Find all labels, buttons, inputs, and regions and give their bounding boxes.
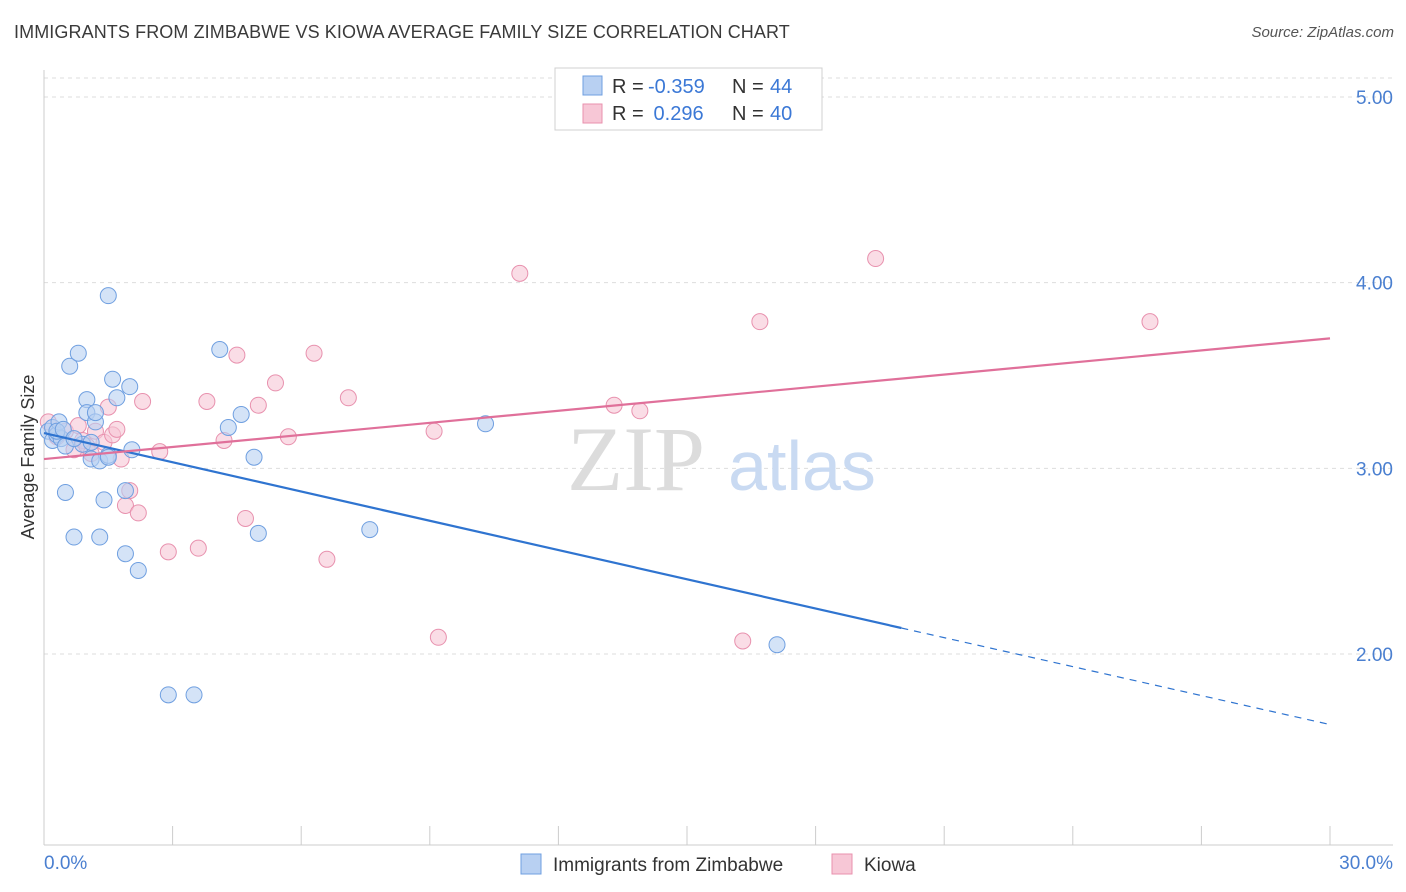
legend-r-label-2: R = — [612, 103, 644, 125]
data-point — [185, 686, 203, 704]
y-tick-label: 5.00 — [1356, 88, 1393, 109]
data-point — [189, 539, 207, 557]
data-point — [61, 357, 79, 375]
data-point — [305, 344, 323, 362]
data-point — [198, 392, 216, 410]
data-point — [631, 402, 649, 420]
y-axis-label: Average Family Size — [18, 375, 38, 540]
data-point — [219, 418, 237, 436]
data-point — [129, 561, 147, 579]
legend-n-label-1: N = — [732, 76, 764, 98]
bottom-legend-swatch-zimbabwe — [520, 853, 542, 875]
chart-source: Source: ZipAtlas.com — [1251, 24, 1394, 41]
data-point — [249, 396, 267, 414]
data-point — [429, 628, 447, 646]
trend-lines — [43, 337, 1331, 726]
data-point — [318, 550, 336, 568]
data-point — [228, 346, 246, 364]
chart-title: IMMIGRANTS FROM ZIMBABWE VS KIOWA AVERAG… — [14, 22, 790, 42]
data-point — [511, 264, 529, 282]
data-point — [104, 370, 122, 388]
data-point — [129, 504, 147, 522]
series-legend: Immigrants from Zimbabwe Kiowa — [520, 853, 916, 876]
grid-lines — [44, 77, 1393, 655]
data-point — [477, 415, 495, 433]
data-point — [751, 313, 769, 331]
data-point — [245, 448, 263, 466]
data-point — [1141, 313, 1159, 331]
legend-r-label-1: R = — [612, 76, 644, 98]
data-point — [108, 420, 126, 438]
y-tick-labels: 2.00 3.00 4.00 5.00 — [1356, 88, 1393, 666]
data-point — [86, 404, 104, 422]
data-point — [116, 545, 134, 563]
legend-swatch-pink — [582, 103, 603, 124]
data-point — [425, 422, 443, 440]
data-point — [249, 524, 267, 542]
watermark-atlas: atlas — [728, 427, 876, 505]
data-point — [65, 528, 83, 546]
correlation-legend: R = -0.359 N = 44 R = 0.296 N = 40 — [554, 67, 823, 131]
bottom-legend-label-zimbabwe: Immigrants from Zimbabwe — [553, 855, 783, 876]
y-tick-label: 2.00 — [1356, 645, 1393, 666]
data-point — [361, 521, 379, 539]
bottom-legend-label-kiowa: Kiowa — [864, 855, 916, 876]
data-point — [56, 483, 74, 501]
bottom-legend-swatch-kiowa — [831, 853, 853, 875]
x-tick-label-max: 30.0% — [1339, 853, 1393, 874]
x-axis-ticks — [43, 826, 1331, 845]
data-point — [236, 509, 254, 527]
legend-n-label-2: N = — [732, 103, 764, 125]
data-point — [95, 491, 113, 509]
data-point — [134, 392, 152, 410]
data-point — [211, 341, 229, 359]
data-point — [116, 482, 134, 500]
trend-line-pink — [43, 337, 1331, 461]
data-point — [91, 528, 109, 546]
data-point — [159, 543, 177, 561]
data-point — [734, 632, 752, 650]
data-point — [121, 378, 139, 396]
watermark-zip: ZIP — [567, 408, 705, 510]
legend-n-value-1: 44 — [770, 76, 792, 98]
data-point — [232, 405, 250, 423]
data-point — [867, 250, 885, 268]
legend-n-value-2: 40 — [770, 103, 792, 125]
data-point — [69, 344, 87, 362]
legend-r-value-2: 0.296 — [648, 103, 704, 125]
trend-line-extension-blue — [901, 627, 1331, 726]
data-point — [266, 374, 284, 392]
legend-r-value-1: -0.359 — [648, 76, 705, 98]
data-point — [108, 389, 126, 407]
trend-line-blue — [43, 431, 902, 630]
legend-swatch-blue — [582, 75, 603, 96]
y-tick-label: 4.00 — [1356, 274, 1393, 295]
data-point — [339, 389, 357, 407]
y-tick-label: 3.00 — [1356, 459, 1393, 480]
x-tick-label-min: 0.0% — [44, 853, 87, 874]
data-point — [768, 636, 786, 654]
data-point — [159, 686, 177, 704]
data-point — [99, 287, 117, 305]
